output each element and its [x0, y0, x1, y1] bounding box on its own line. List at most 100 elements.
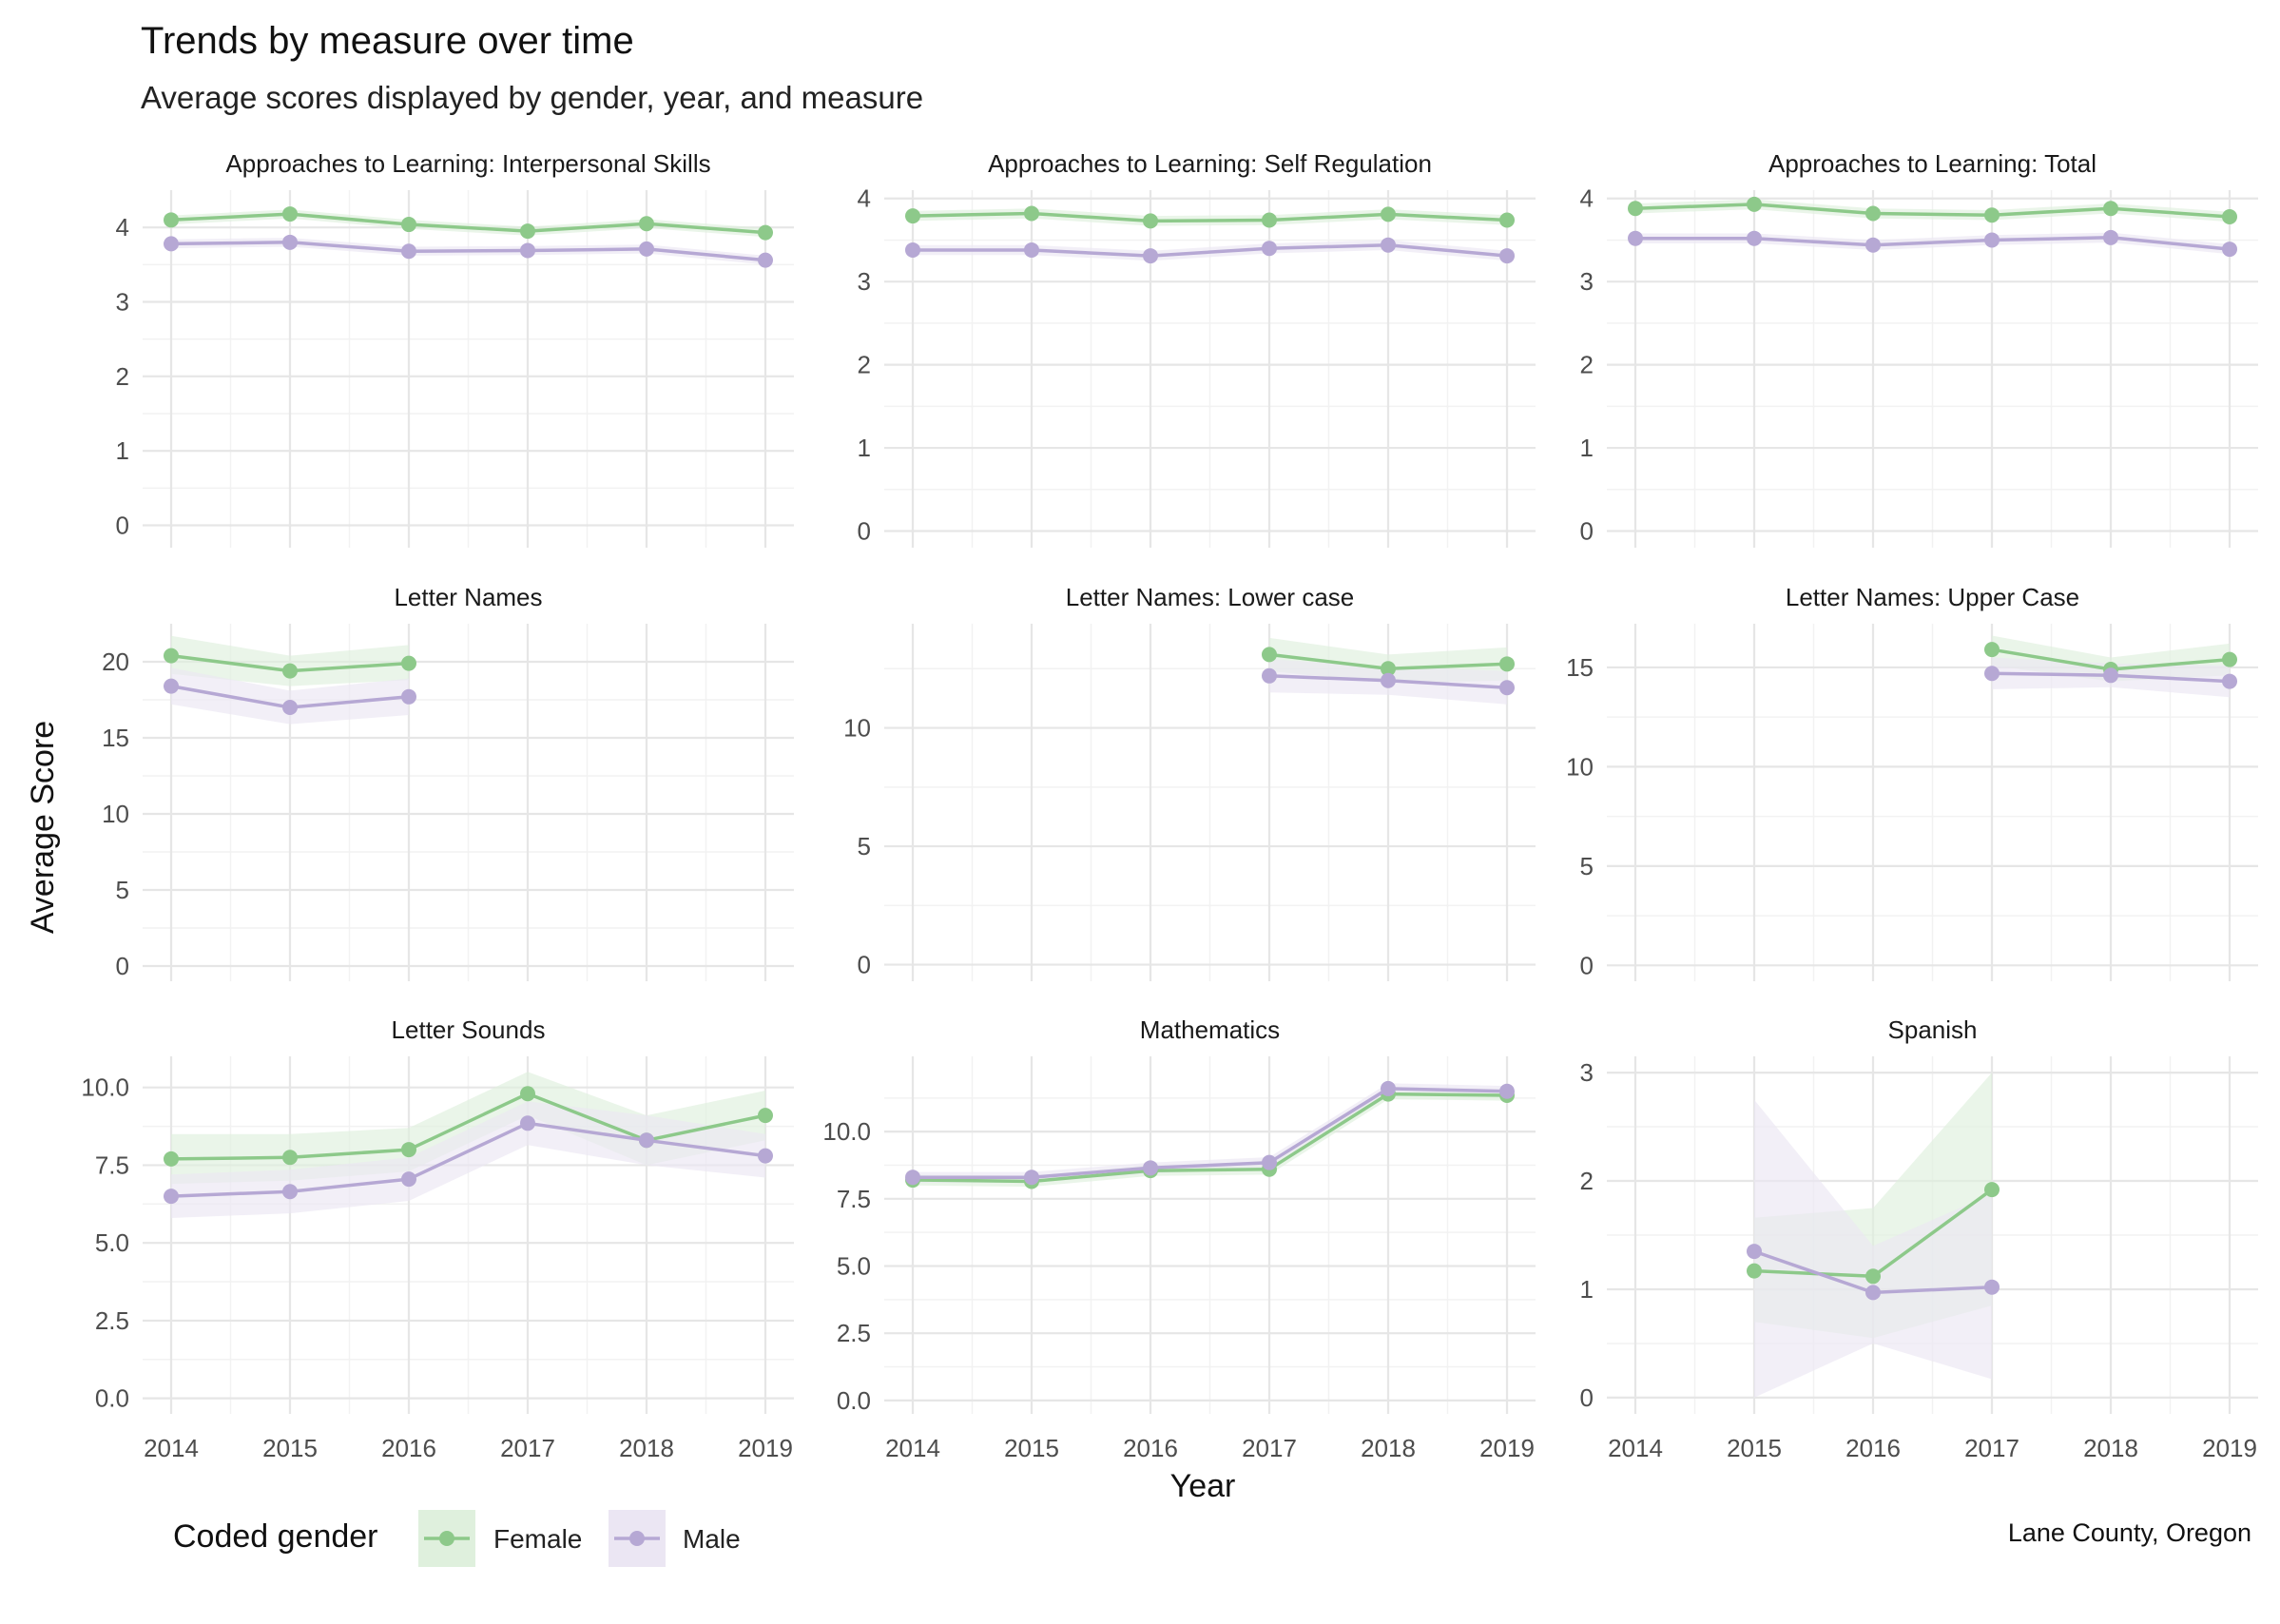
data-point-male	[1984, 666, 2000, 682]
chart-caption: Lane County, Oregon	[2008, 1518, 2251, 1547]
data-point-male	[282, 1184, 298, 1200]
data-point-male	[1865, 1285, 1881, 1301]
series-line-male	[170, 1121, 766, 1198]
y-tick-label: 15	[102, 724, 129, 752]
data-point-female	[905, 208, 920, 224]
data-point-male	[520, 242, 535, 259]
legend-female-point	[439, 1531, 454, 1546]
facet-panel: Spanish 0 1 2 3 2014 2015 2016 2017 2018 2019	[1580, 1015, 2258, 1462]
data-point-male	[758, 252, 773, 268]
data-point-female	[1143, 213, 1158, 229]
data-point-female	[401, 217, 416, 233]
y-tick-label: 2	[1580, 351, 1594, 379]
x-tick-label: 2014	[885, 1434, 940, 1462]
legend-key-male	[609, 1510, 666, 1567]
data-point-male	[401, 243, 416, 260]
y-tick-label: 0.0	[837, 1386, 871, 1415]
data-point-female	[1262, 647, 1277, 663]
y-tick-label: 15	[1566, 653, 1594, 682]
data-point-female	[1865, 1268, 1881, 1285]
data-point-male	[2222, 242, 2237, 258]
y-tick-label: 5.0	[837, 1252, 871, 1281]
x-axis-title: Year	[1170, 1468, 1236, 1504]
facet-title: Letter Names: Upper Case	[1786, 583, 2079, 611]
data-point-female	[1747, 196, 1762, 212]
legend: Coded gender Female Male	[173, 1510, 741, 1567]
y-tick-label: 2	[116, 362, 129, 391]
y-tick-label: 7.5	[837, 1185, 871, 1213]
ribbon-male	[1754, 1099, 1992, 1398]
x-tick-label: 2015	[262, 1434, 318, 1462]
y-tick-label: 3	[1580, 1058, 1594, 1087]
x-tick-label: 2018	[1361, 1434, 1416, 1462]
data-point-female	[2222, 208, 2237, 224]
x-tick-label: 2019	[2202, 1434, 2257, 1462]
data-point-male	[905, 1170, 920, 1186]
data-point-female	[282, 206, 298, 222]
data-point-female	[520, 223, 535, 240]
y-tick-label: 5	[858, 832, 871, 860]
data-point-male	[164, 236, 179, 252]
y-tick-label: 0	[1580, 1383, 1594, 1412]
data-point-male	[401, 688, 416, 705]
y-tick-label: 4	[858, 184, 871, 213]
data-point-female	[1628, 201, 1643, 217]
y-tick-label: 10	[1566, 752, 1594, 781]
data-point-male	[2103, 229, 2118, 245]
facet-panel: Letter Names: Upper Case 0 5 10 15	[1566, 583, 2258, 981]
ribbon-male	[171, 667, 409, 725]
data-point-male	[2222, 673, 2237, 689]
data-point-female	[1984, 207, 2000, 223]
y-tick-label: 5.0	[95, 1228, 129, 1257]
data-point-male	[639, 241, 654, 257]
series-line-female	[170, 212, 766, 235]
data-point-female	[2222, 651, 2237, 667]
data-point-male	[1747, 230, 1762, 246]
chart-title: Trends by measure over time	[141, 20, 634, 62]
data-point-male	[164, 1189, 179, 1205]
x-tick-label: 2017	[1242, 1434, 1297, 1462]
x-tick-label: 2016	[381, 1434, 436, 1462]
series-line-male	[913, 242, 1508, 258]
x-tick-label: 2014	[1608, 1434, 1663, 1462]
data-point-male	[1499, 680, 1515, 696]
y-tick-label: 5	[116, 876, 129, 904]
x-tick-label: 2015	[1727, 1434, 1782, 1462]
x-tick-label: 2017	[1964, 1434, 2019, 1462]
data-point-male	[1381, 1080, 1396, 1096]
data-point-male	[1747, 1244, 1762, 1260]
data-point-female	[164, 212, 179, 228]
data-point-male	[1143, 1160, 1158, 1176]
data-point-female	[1984, 1182, 2000, 1198]
series-line-female	[912, 1092, 1508, 1184]
y-tick-label: 1	[858, 434, 871, 462]
facet-title: Letter Names: Lower case	[1066, 583, 1354, 611]
y-tick-label: 2.5	[95, 1306, 129, 1335]
y-tick-label: 4	[1580, 184, 1594, 213]
data-point-male	[1381, 672, 1396, 688]
x-tick-label: 2019	[738, 1434, 793, 1462]
data-point-male	[1865, 237, 1881, 253]
x-tick-label: 2018	[619, 1434, 674, 1462]
data-point-female	[1024, 205, 1039, 222]
data-point-male	[401, 1171, 416, 1188]
y-tick-label: 3	[1580, 267, 1594, 296]
data-point-male	[1024, 1170, 1039, 1186]
data-point-male	[164, 678, 179, 694]
x-tick-label: 2015	[1004, 1434, 1059, 1462]
facet-title: Letter Sounds	[392, 1015, 546, 1044]
data-point-male	[1499, 248, 1515, 264]
facet-panel: Letter Names: Lower case 0 5 10	[843, 583, 1536, 981]
data-point-male	[639, 1132, 654, 1149]
y-tick-label: 1	[1580, 1275, 1594, 1304]
data-point-male	[1262, 667, 1277, 684]
data-point-male	[1628, 230, 1643, 246]
y-tick-label: 3	[116, 288, 129, 317]
facet-panel: Approaches to Learning: Interpersonal Sk…	[116, 149, 794, 548]
data-point-female	[401, 1142, 416, 1158]
data-point-male	[1984, 1279, 2000, 1295]
data-point-female	[1747, 1263, 1762, 1279]
x-tick-label: 2014	[144, 1434, 199, 1462]
facet-panel: Mathematics 0.0 2.5 5.0 7.5 10.0 2014 2015 2016 2…	[822, 1015, 1536, 1462]
